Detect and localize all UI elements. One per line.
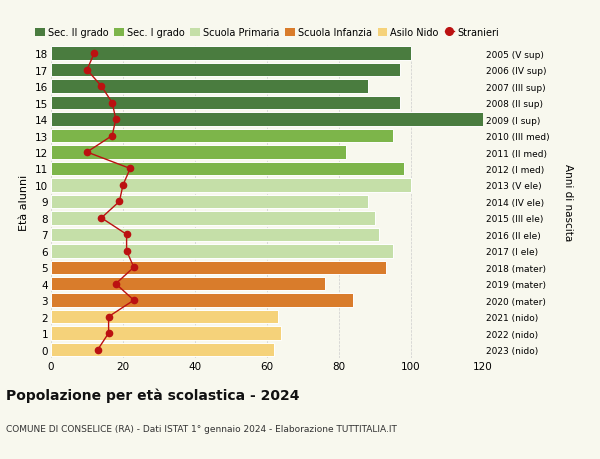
Bar	[51, 97, 400, 110]
Bar	[51, 277, 325, 291]
Bar	[51, 343, 274, 357]
Bar	[51, 64, 400, 77]
Bar	[51, 146, 346, 159]
Bar	[51, 113, 490, 127]
Bar	[51, 47, 411, 61]
Legend: Sec. II grado, Sec. I grado, Scuola Primaria, Scuola Infanzia, Asilo Nido, Stran: Sec. II grado, Sec. I grado, Scuola Prim…	[35, 28, 499, 38]
Text: COMUNE DI CONSELICE (RA) - Dati ISTAT 1° gennaio 2024 - Elaborazione TUTTITALIA.: COMUNE DI CONSELICE (RA) - Dati ISTAT 1°…	[6, 425, 397, 434]
Bar	[51, 195, 368, 209]
Bar	[51, 212, 375, 225]
Bar	[51, 327, 281, 340]
Bar	[51, 245, 393, 258]
Bar	[51, 179, 411, 192]
Bar	[51, 129, 393, 143]
Y-axis label: Anni di nascita: Anni di nascita	[563, 163, 573, 241]
Y-axis label: Età alunni: Età alunni	[19, 174, 29, 230]
Bar	[51, 162, 404, 176]
Bar	[51, 294, 353, 307]
Bar	[51, 261, 386, 274]
Bar	[51, 80, 368, 94]
Bar	[51, 228, 379, 241]
Text: Popolazione per età scolastica - 2024: Popolazione per età scolastica - 2024	[6, 388, 299, 403]
Bar	[51, 310, 278, 324]
